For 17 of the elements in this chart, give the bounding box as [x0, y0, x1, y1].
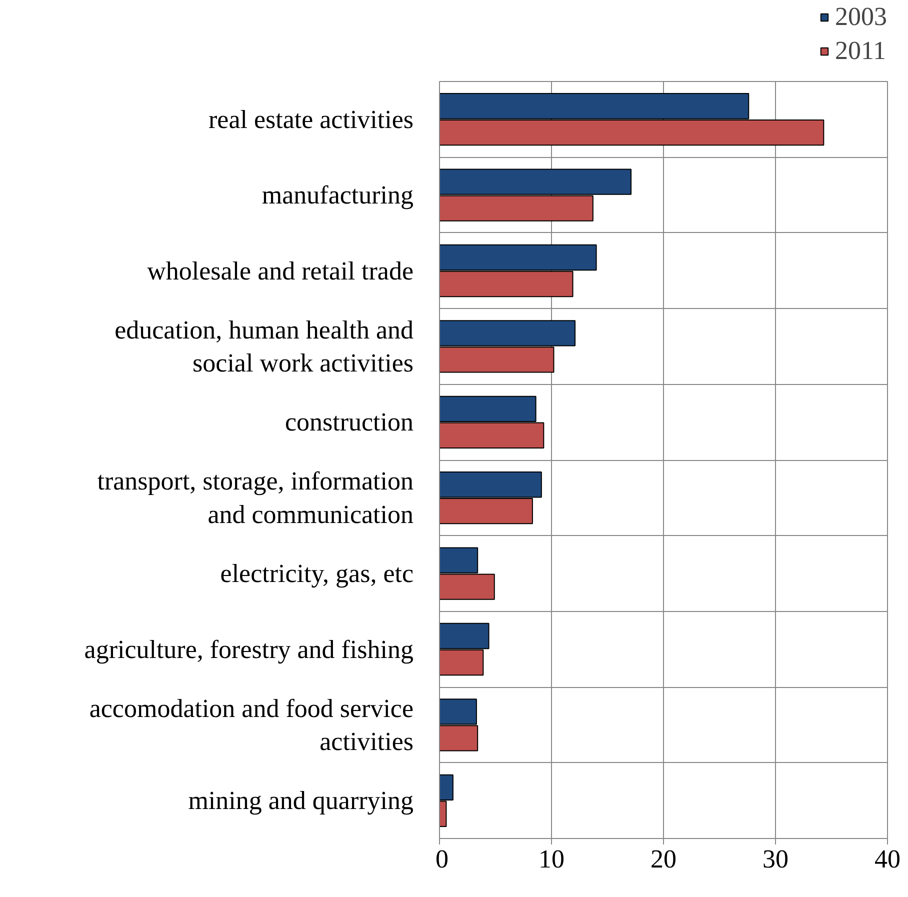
y-tick-label: construction [284, 408, 414, 437]
y-tick-label: electricity, gas, etc [220, 559, 414, 588]
y-tick-label: education, human health and social work activities [114, 315, 414, 378]
x-tick-label: 0 [436, 844, 448, 874]
x-tick-label: 30 [762, 844, 788, 874]
x-tick-label: 10 [538, 844, 564, 874]
x-tick-label: 40 [874, 844, 900, 874]
y-tick-label: mining and quarrying [188, 786, 414, 816]
legend-label: 2003 [835, 1, 887, 33]
legend-label: 2011 [835, 35, 886, 67]
x-tick-label: 20 [650, 844, 676, 874]
y-tick-label: wholesale and retail trade [147, 256, 414, 286]
y-tick-label: transport, storage, information and communication [97, 466, 414, 530]
y-tick-label: manufacturing [262, 180, 414, 210]
y-tick-label: accomodation and food service activities [89, 694, 414, 756]
y-tick-label: agriculture, forestry and fishing [84, 634, 414, 664]
y-tick-label: real estate activities [208, 104, 414, 134]
